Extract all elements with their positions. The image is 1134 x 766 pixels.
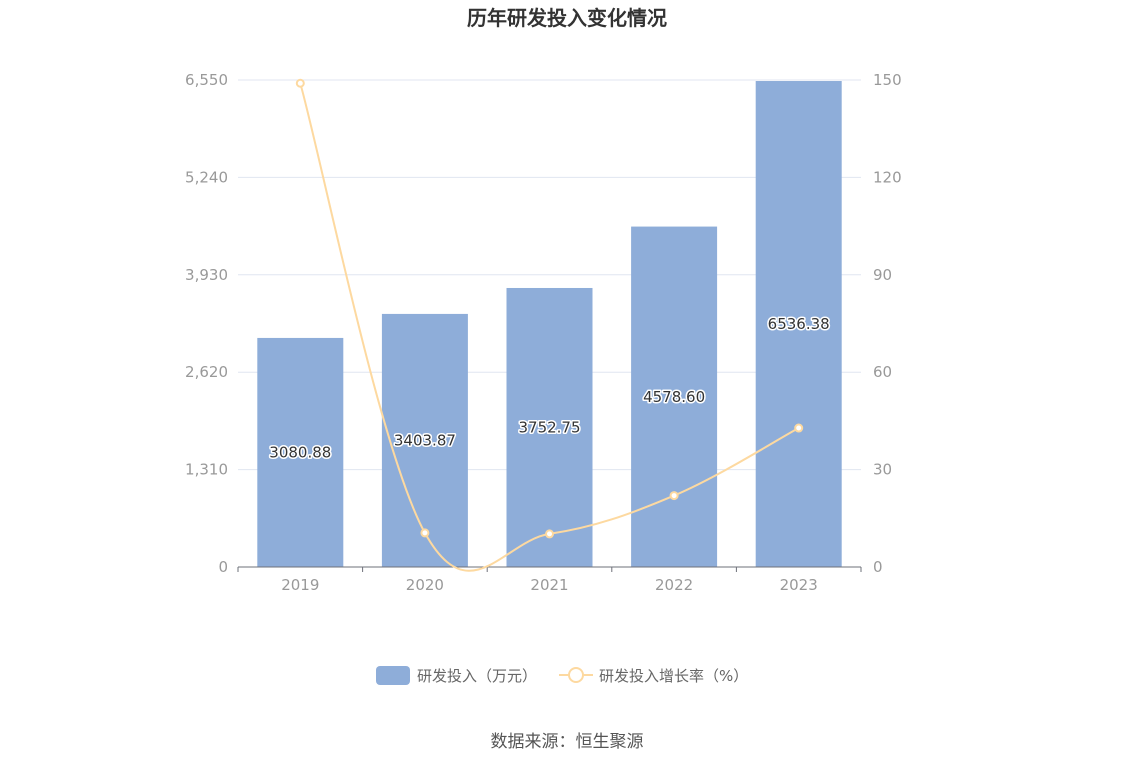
y-left-tick-label: 6,550 — [185, 71, 228, 89]
y-right-tick-label: 90 — [873, 266, 892, 284]
legend-line-marker — [568, 667, 584, 683]
x-tick-label: 2023 — [780, 576, 818, 594]
bar-data-labels: 3080.88 3403.87 3752.75 4578.60 6536.38 — [268, 314, 831, 463]
legend[interactable]: 研发投入（万元） 研发投入增长率（%） — [376, 666, 748, 685]
chart-title: 历年研发投入变化情况 — [467, 6, 667, 30]
bar — [755, 81, 842, 567]
right-axis-ticks: 0 30 60 90 120 150 — [873, 71, 902, 576]
line-point — [295, 78, 305, 88]
left-axis-ticks: 0 1,310 2,620 3,930 5,240 6,550 — [185, 71, 228, 576]
bar-data-label: 6536.38 — [768, 315, 830, 333]
bar — [506, 287, 593, 567]
line-point — [420, 528, 430, 538]
y-right-tick-label: 150 — [873, 71, 902, 89]
legend-item-bar[interactable]: 研发投入（万元） — [376, 666, 537, 685]
x-tick-label: 2021 — [530, 576, 568, 594]
line-series — [295, 78, 804, 572]
bar — [631, 226, 718, 567]
legend-bar-swatch — [376, 666, 410, 685]
x-tick-label: 2020 — [406, 576, 444, 594]
y-left-tick-label: 5,240 — [185, 168, 228, 186]
legend-line-label: 研发投入增长率（%） — [599, 667, 748, 685]
bar-series — [257, 81, 842, 567]
line-point — [545, 529, 554, 539]
y-right-tick-label: 60 — [873, 363, 892, 381]
line-point — [794, 423, 804, 433]
line-point — [669, 491, 679, 501]
y-right-tick-label: 0 — [873, 558, 883, 576]
growth-rate-line — [299, 82, 800, 572]
y-left-tick-label: 2,620 — [185, 363, 228, 381]
x-axis-ticks: 2019 2020 2021 2022 2023 — [237, 567, 862, 594]
legend-item-line[interactable]: 研发投入增长率（%） — [559, 667, 748, 685]
bar-data-label: 3403.87 — [394, 431, 456, 449]
legend-bar-label: 研发投入（万元） — [417, 667, 537, 685]
y-left-tick-label: 0 — [218, 558, 228, 576]
y-right-tick-label: 30 — [873, 461, 892, 479]
bar-data-label: 3080.88 — [269, 443, 331, 461]
x-tick-label: 2019 — [281, 576, 319, 594]
y-left-tick-label: 3,930 — [185, 266, 228, 284]
data-source-note: 数据来源：恒生聚源 — [491, 732, 644, 752]
y-right-tick-label: 120 — [873, 168, 902, 186]
y-left-tick-label: 1,310 — [185, 461, 228, 479]
bar — [381, 313, 468, 567]
bar — [257, 337, 344, 567]
x-tick-label: 2022 — [655, 576, 693, 594]
bar-data-label: 4578.60 — [643, 388, 705, 406]
bar-data-label: 3752.75 — [518, 418, 580, 436]
